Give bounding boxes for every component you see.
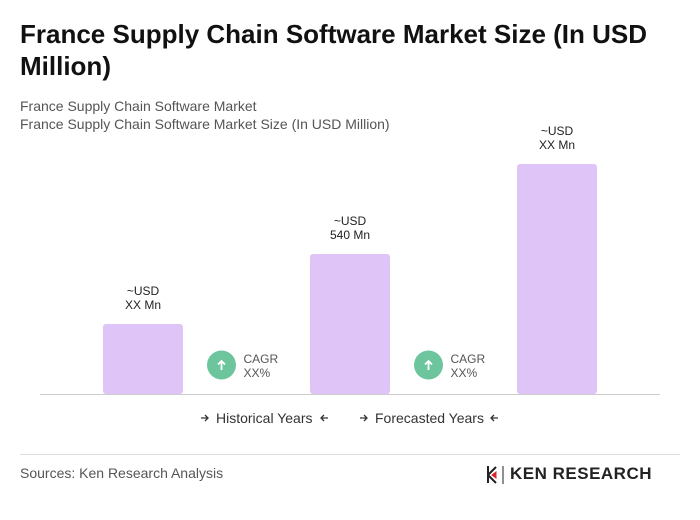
cagr-arrow bbox=[424, 359, 433, 370]
data-label: ~USD XX Mn bbox=[124, 283, 161, 312]
chart-title: France Supply Chain Software Market Size… bbox=[20, 19, 648, 81]
bar bbox=[103, 323, 183, 394]
legend-entry: Forecasted Years bbox=[375, 410, 484, 426]
logo: KEN RESEARCH bbox=[510, 464, 653, 483]
data-label: ~USD 540 Mn bbox=[329, 213, 371, 242]
data-label: ~USD XX Mn bbox=[538, 124, 575, 152]
subtitle: France Supply Chain Software Market Size… bbox=[20, 116, 390, 132]
legend-entry: Historical Years bbox=[216, 410, 313, 426]
bar bbox=[310, 253, 390, 394]
bar bbox=[517, 164, 597, 394]
cagr-arrow bbox=[217, 359, 226, 370]
cagr-label: CAGR XX% bbox=[243, 352, 279, 380]
cagr-label: CAGR XX% bbox=[450, 352, 486, 380]
source: Sources: Ken Research Analysis bbox=[20, 465, 224, 481]
subtitle: France Supply Chain Software Market bbox=[20, 98, 257, 114]
legend-arrows bbox=[201, 414, 498, 422]
logo-icon bbox=[487, 466, 504, 484]
